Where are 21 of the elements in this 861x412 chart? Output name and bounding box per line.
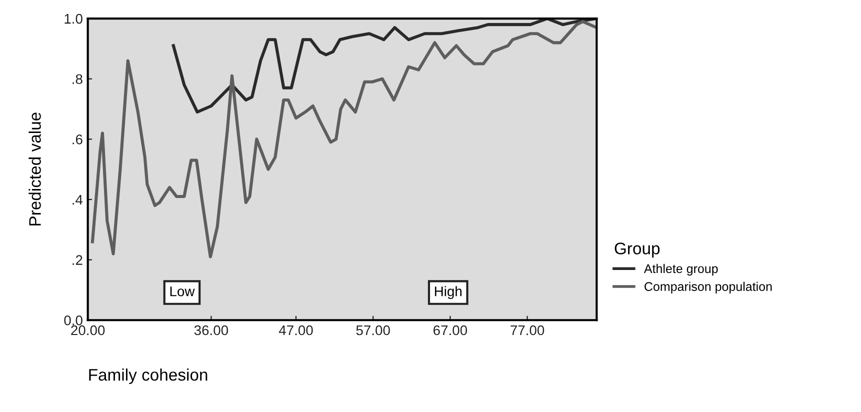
y-axis-title: Predicted value bbox=[28, 112, 41, 226]
legend-label: Comparison population bbox=[644, 282, 772, 294]
line-series bbox=[172, 18, 597, 114]
legend-title: Group bbox=[614, 242, 660, 258]
line-series bbox=[90, 20, 597, 258]
x-axis-title: Family cohesion bbox=[89, 368, 208, 384]
x-tick-label: 47.00 bbox=[278, 325, 313, 336]
x-tick-label: 20.00 bbox=[71, 325, 105, 336]
x-tick-label: 67.00 bbox=[434, 325, 468, 336]
annotation: High bbox=[434, 286, 462, 300]
annotation: Low bbox=[170, 286, 195, 296]
y-tick-label: .6 bbox=[72, 134, 82, 144]
x-tick-label: 77.00 bbox=[510, 325, 544, 336]
y-tick-label: .2 bbox=[72, 255, 82, 265]
x-tick-label: 57.00 bbox=[356, 325, 390, 336]
x-tick-label: 36.00 bbox=[194, 325, 228, 336]
y-tick-label: 1.0 bbox=[64, 14, 82, 24]
y-tick-label: .8 bbox=[72, 74, 82, 84]
y-tick-label: 0.0 bbox=[64, 315, 82, 326]
y-tick-label: .4 bbox=[72, 194, 83, 205]
legend-label: Athlete group bbox=[644, 264, 718, 276]
